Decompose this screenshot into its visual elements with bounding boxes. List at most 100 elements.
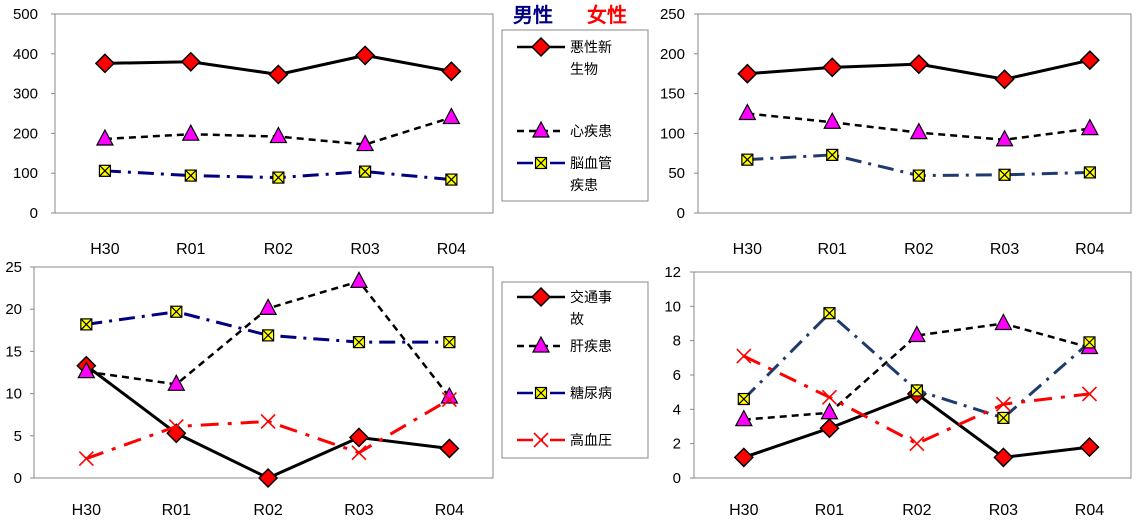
data-point [261,329,275,342]
y-tick-label: 6 [673,367,681,384]
data-point [351,445,367,461]
data-point [77,361,96,379]
data-point-cross [99,164,111,177]
series-3 [736,348,1098,452]
y-tick-label: 10 [664,298,681,315]
data-point [907,325,926,343]
data-point-cross [170,305,183,318]
y-tick-label: 10 [5,386,22,403]
data-point [821,389,838,405]
data-point [733,447,754,468]
data-point-cross [1083,336,1096,349]
data-point [738,103,757,121]
data-point [1079,437,1100,458]
data-point [268,64,289,85]
y-tick-label: 250 [660,6,685,23]
series-2 [741,148,1096,182]
data-point-cross [998,168,1011,181]
legend-label: 脳血管疾患 [570,156,612,194]
y-tick-label: 500 [13,6,38,23]
data-point [443,336,456,349]
y-tick-label: 0 [30,205,38,222]
data-point-cross [184,169,197,182]
series-0 [94,45,462,85]
series-3 [78,391,457,467]
legend-swatch-marker [530,286,552,308]
chart-female-bottom: 0 2 4 6 8 10 12 H30 R01 R02 R03 R04 [664,264,1132,519]
y-tick-label: 200 [660,46,685,63]
data-point-cross [262,329,275,342]
x-tick-label: H30 [90,241,119,258]
legend-item: 糖尿病 [517,386,612,402]
data-point [822,57,843,78]
header-male: 男性 [513,3,553,27]
data-point [441,61,462,82]
data-point [912,169,925,182]
data-point [356,134,375,152]
data-point [168,418,184,435]
data-point-cross [359,165,372,178]
data-point-cross [910,384,923,397]
x-tick-label: R04 [435,502,464,519]
data-point [349,271,368,288]
x-tick-label: R02 [264,241,293,258]
data-point [259,298,278,315]
data-point-cross [443,336,456,349]
y-tick-label: 300 [13,86,38,103]
series-2 [737,307,1096,425]
series-0 [737,50,1100,90]
x-tick-label: R02 [902,502,931,519]
x-tick-label: H30 [733,241,762,258]
x-tick-label: R01 [176,241,205,258]
data-point [355,45,376,66]
plot-frame-female-top [697,13,1132,214]
y-tick-label: 5 [14,428,22,445]
y-tick-label: 100 [13,165,38,182]
legend-item: 脳血管疾患 [517,156,612,194]
data-point [736,348,752,364]
data-point [352,336,366,349]
data-point [170,305,183,318]
data-point [908,54,929,75]
data-point [993,447,1014,468]
legend-swatch-marker [533,432,549,448]
data-point [94,53,115,74]
data-point [260,413,276,430]
data-point [826,148,839,161]
y-tick-label: 0 [14,470,22,487]
data-point [98,164,112,177]
data-point [994,69,1015,90]
chart-female-top: 0 50 100 150 200 250 H30 R01 R02 R03 R04 [660,6,1132,258]
y-tick-label: 8 [673,333,681,350]
y-tick-label: 20 [5,301,22,318]
data-point [348,427,370,448]
plot-frame-male-bottom [33,266,494,479]
data-point [737,392,750,406]
data-point-cross [741,153,754,166]
y-tick-label: 12 [664,264,681,281]
data-point-cross [912,169,925,182]
data-point [909,436,925,452]
data-point [78,451,94,467]
data-point-cross [997,411,1010,424]
y-tick-label: 0 [677,205,685,222]
x-tick-label: R01 [815,502,844,519]
data-point [1080,118,1099,136]
data-point [910,384,923,397]
legend-item: 高血圧 [517,432,612,449]
data-point [909,122,928,140]
data-point [181,123,200,141]
data-point [820,402,839,420]
legend-swatch-marker [534,386,548,400]
data-point [734,409,753,427]
data-point [741,153,754,166]
data-point [737,63,758,84]
legend-label: 肝疾患 [570,339,612,355]
series-line [86,310,450,344]
series-1 [734,313,1099,427]
data-point [95,128,114,146]
x-tick-label: R01 [162,502,191,519]
data-point [258,467,279,489]
